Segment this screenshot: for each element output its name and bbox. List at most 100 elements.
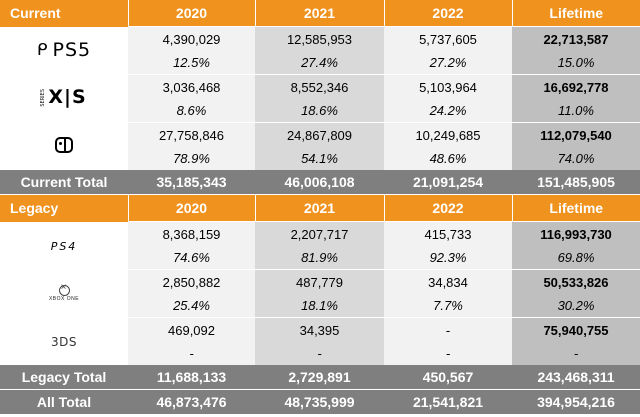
lifetime-header: Lifetime (512, 194, 640, 222)
lifetime-percent-cell: - (512, 342, 640, 365)
table-row: - - - - (0, 342, 640, 365)
percent-cell: 18.1% (255, 294, 384, 318)
percent-cell: 8.6% (128, 99, 255, 123)
year-header-2021: 2021 (255, 0, 385, 27)
total-cell: 21,541,821 (384, 389, 512, 415)
current-section-label: Current (0, 0, 129, 27)
total-cell: 46,006,108 (255, 170, 384, 195)
value-cell: 415,733 (384, 221, 512, 246)
total-cell: 21,091,254 (384, 170, 512, 195)
lifetime-value-cell: 22,713,587 (512, 26, 640, 51)
3ds-logo-cell: 3DS (0, 317, 128, 365)
value-cell: 8,368,159 (128, 221, 255, 246)
value-cell: 469,092 (128, 317, 255, 342)
lifetime-percent-cell: 74.0% (512, 147, 640, 170)
value-cell: 5,737,605 (384, 26, 512, 51)
table-row: 78.9% 54.1% 48.6% 74.0% (0, 147, 640, 170)
percent-cell: 7.7% (384, 294, 512, 318)
value-cell: 8,552,346 (255, 74, 384, 99)
total-cell: 151,485,905 (512, 170, 640, 195)
value-cell: 2,850,882 (128, 269, 255, 294)
percent-cell: 78.9% (128, 147, 255, 170)
table-row: 74.6% 81.9% 92.3% 69.8% (0, 246, 640, 270)
lifetime-percent-cell: 15.0% (512, 51, 640, 75)
nintendo-switch-logo-icon (55, 137, 73, 154)
current-header-row: Current 2020 2021 2022 Lifetime (0, 0, 640, 27)
lifetime-percent-cell: 30.2% (512, 294, 640, 318)
value-cell: 27,758,846 (128, 122, 255, 147)
percent-cell: 12.5% (128, 51, 255, 75)
percent-cell: 24.2% (384, 99, 512, 123)
table-row: ᑭ PS5 4,390,029 12,585,953 5,737,605 22,7… (0, 26, 640, 75)
xbox-series-logo-icon: SERIES X|S (40, 86, 87, 109)
ps5-logo-icon: ᑭ PS5 (36, 39, 92, 61)
value-cell: 4,390,029 (128, 26, 255, 51)
percent-cell: - (255, 342, 384, 365)
table-row: 8.6% 18.6% 24.2% 11.0% (0, 99, 640, 123)
value-cell: 5,103,964 (384, 74, 512, 99)
value-cell: 34,395 (255, 317, 384, 342)
value-cell: 2,207,717 (255, 221, 384, 246)
all-total-row: All Total 46,873,476 48,735,999 21,541,8… (0, 389, 640, 415)
lifetime-value-cell: 116,993,730 (512, 221, 640, 246)
lifetime-header: Lifetime (512, 0, 640, 27)
legacy-header-row: Legacy 2020 2021 2022 Lifetime (0, 194, 640, 222)
current-total-label: Current Total (0, 170, 128, 195)
table-row: 3DS 469,092 34,395 - 75,940,755 (0, 317, 640, 365)
current-total-row: Current Total 35,185,343 46,006,108 21,0… (0, 170, 640, 195)
percent-cell: 74.6% (128, 246, 255, 270)
year-header-2022: 2022 (384, 194, 513, 222)
legacy-total-label: Legacy Total (0, 365, 128, 390)
total-cell: 35,185,343 (128, 170, 255, 195)
all-total-label: All Total (0, 389, 128, 415)
value-cell: 34,834 (384, 269, 512, 294)
value-cell: - (384, 317, 512, 342)
value-cell: 24,867,809 (255, 122, 384, 147)
year-header-2022: 2022 (384, 0, 513, 27)
value-cell: 10,249,685 (384, 122, 512, 147)
value-cell: 12,585,953 (255, 26, 384, 51)
lifetime-value-cell: 16,692,778 (512, 74, 640, 99)
percent-cell: 92.3% (384, 246, 512, 270)
value-cell: 3,036,468 (128, 74, 255, 99)
lifetime-value-cell: 50,533,826 (512, 269, 640, 294)
lifetime-value-cell: 112,079,540 (512, 122, 640, 147)
year-header-2020: 2020 (128, 0, 256, 27)
ps4-logo-icon: PS4 (50, 240, 78, 253)
total-cell: 243,468,311 (512, 365, 640, 390)
lifetime-percent-cell: 11.0% (512, 99, 640, 123)
ps4-logo-cell: PS4 (0, 221, 128, 270)
total-cell: 48,735,999 (255, 389, 384, 415)
percent-cell: 18.6% (255, 99, 384, 123)
total-cell: 2,729,891 (255, 365, 384, 390)
percent-cell: 27.4% (255, 51, 384, 75)
lifetime-percent-cell: 69.8% (512, 246, 640, 270)
percent-cell: 25.4% (128, 294, 255, 318)
switch-logo-cell (0, 122, 128, 170)
percent-cell: 54.1% (255, 147, 384, 170)
value-cell: 487,779 (255, 269, 384, 294)
total-cell: 11,688,133 (128, 365, 255, 390)
percent-cell: 27.2% (384, 51, 512, 75)
xbox-series-logo-cell: SERIES X|S (0, 74, 128, 123)
percent-cell: - (128, 342, 255, 365)
3ds-logo-icon: 3DS (51, 334, 77, 349)
table-row: PS4 8,368,159 2,207,717 415,733 116,993,… (0, 221, 640, 270)
table-row: XBOX ONE 2,850,882 487,779 34,834 50,533… (0, 269, 640, 318)
table-row: 27,758,846 24,867,809 10,249,685 112,079… (0, 122, 640, 170)
lifetime-value-cell: 75,940,755 (512, 317, 640, 342)
ps5-logo-cell: ᑭ PS5 (0, 26, 128, 75)
year-header-2021: 2021 (255, 194, 385, 222)
xbox-one-logo-icon: XBOX ONE (49, 283, 79, 302)
table-row: 12.5% 27.4% 27.2% 15.0% (0, 51, 640, 75)
legacy-total-row: Legacy Total 11,688,133 2,729,891 450,56… (0, 365, 640, 390)
percent-cell: 48.6% (384, 147, 512, 170)
legacy-section-label: Legacy (0, 194, 129, 222)
year-header-2020: 2020 (128, 194, 256, 222)
total-cell: 450,567 (384, 365, 512, 390)
total-cell: 46,873,476 (128, 389, 255, 415)
total-cell: 394,954,216 (512, 389, 640, 415)
table-row: SERIES X|S 3,036,468 8,552,346 5,103,964 … (0, 74, 640, 123)
percent-cell: 81.9% (255, 246, 384, 270)
